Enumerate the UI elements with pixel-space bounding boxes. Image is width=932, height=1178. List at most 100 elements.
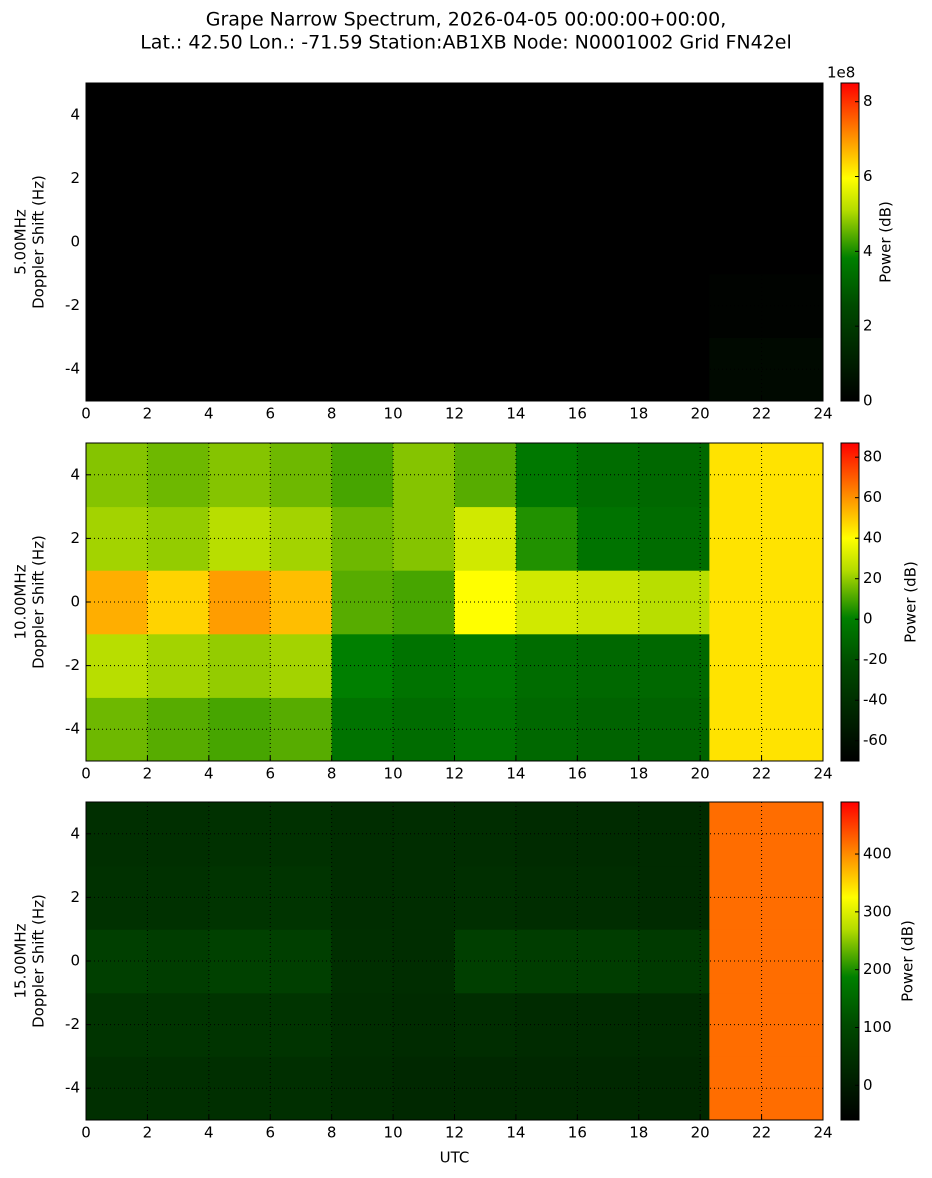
heat-cell	[270, 865, 333, 930]
y-tick-label: -2	[65, 296, 80, 314]
title-line: Grape Narrow Spectrum, 2026-04-05 00:00:…	[206, 9, 727, 31]
x-tick-label: 20	[691, 1124, 710, 1142]
x-tick-label: 6	[265, 405, 275, 423]
heat-cell	[393, 865, 455, 930]
y-tick-label: 0	[70, 593, 80, 611]
heat-cell	[208, 929, 271, 994]
heat-cell	[454, 443, 517, 508]
y-tick-label: 4	[70, 105, 80, 123]
colorbar-tick-label: 4	[863, 242, 873, 260]
heat-cell	[454, 992, 517, 1057]
y-axis-label: 5.00MHz	[12, 209, 30, 275]
x-tick-label: 4	[204, 405, 214, 423]
x-tick-label: 14	[506, 1124, 525, 1142]
y-tick-label: 4	[70, 824, 80, 842]
heat-cell	[208, 210, 271, 275]
heat-cell	[393, 633, 455, 698]
heat-cell	[86, 146, 148, 211]
heat-cell	[393, 337, 455, 402]
colorbar	[840, 801, 860, 1121]
y-tick-label: 4	[70, 465, 80, 483]
heat-cell	[270, 210, 333, 275]
colorbar-tick-label: 60	[863, 488, 882, 506]
heat-cell	[577, 146, 640, 211]
heat-cell	[208, 1056, 271, 1121]
plot-frame	[85, 442, 824, 762]
x-tick-label: 20	[691, 405, 710, 423]
x-tick-label: 6	[265, 765, 275, 783]
x-tick-label: 24	[813, 405, 832, 423]
colorbar-tick-label: 0	[863, 610, 873, 628]
heat-cell	[86, 443, 148, 508]
heat-cell	[270, 443, 333, 508]
heat-cell	[577, 506, 640, 571]
title-line: Lat.: 42.50 Lon.: -71.59 Station:AB1XB N…	[140, 32, 792, 54]
colorbar-tick-label: 0	[863, 392, 873, 410]
x-tick-label: 4	[204, 1124, 214, 1142]
heat-cell	[86, 83, 148, 148]
heat-cell	[270, 992, 333, 1057]
heat-cell	[208, 802, 271, 867]
heat-cell	[208, 697, 271, 762]
x-tick-label: 4	[204, 765, 214, 783]
x-tick-label: 10	[384, 405, 403, 423]
heat-cell	[393, 697, 455, 762]
x-tick-label: 14	[506, 405, 525, 423]
x-tick-label: 24	[813, 1124, 832, 1142]
heat-cell	[86, 929, 148, 994]
heat-cell	[577, 697, 640, 762]
colorbar-tick-label: 6	[863, 167, 873, 185]
x-tick-label: 22	[752, 765, 771, 783]
heat-cell	[270, 929, 333, 994]
heat-cell	[208, 992, 271, 1057]
colorbar-label: Power (dB)	[899, 920, 917, 1002]
heat-cell	[86, 697, 148, 762]
x-tick-label: 10	[384, 1124, 403, 1142]
x-tick-label: 24	[813, 765, 832, 783]
colorbar-tick-label: 200	[863, 960, 892, 978]
plot-frame	[85, 82, 824, 402]
colorbar	[840, 82, 860, 402]
x-tick-label: 18	[629, 405, 648, 423]
x-axis-label: UTC	[440, 1149, 470, 1167]
heat-cell	[86, 337, 148, 402]
heat-cell	[270, 146, 333, 211]
colorbar-tick-label: 40	[863, 529, 882, 547]
heat-cell	[86, 865, 148, 930]
heat-cell	[86, 273, 148, 338]
heat-cell	[454, 210, 517, 275]
heat-cell	[454, 802, 517, 867]
x-tick-label: 14	[506, 765, 525, 783]
x-tick-label: 22	[752, 405, 771, 423]
heat-cell	[454, 506, 517, 571]
heat-cell	[393, 506, 455, 571]
colorbar-tick-label: -60	[863, 731, 888, 749]
x-tick-label: 0	[81, 405, 91, 423]
heat-cell	[86, 210, 148, 275]
heat-cell	[577, 633, 640, 698]
heat-cell	[208, 83, 271, 148]
heat-cell	[577, 865, 640, 930]
y-tick-label: -2	[65, 1015, 80, 1033]
x-tick-label: 12	[445, 765, 464, 783]
heat-cell	[270, 337, 333, 402]
heat-cell	[208, 506, 271, 571]
heat-cell	[208, 865, 271, 930]
heat-cell	[270, 506, 333, 571]
y-tick-label: 2	[70, 888, 80, 906]
heat-cell	[86, 633, 148, 698]
heat-cell	[270, 633, 333, 698]
heat-cell	[393, 210, 455, 275]
y-axis-label: Doppler Shift (Hz)	[30, 894, 48, 1028]
heat-cell	[208, 633, 271, 698]
y-axis-label: 10.00MHz	[12, 564, 30, 639]
x-tick-label: 18	[629, 765, 648, 783]
heat-cell	[393, 570, 455, 635]
x-tick-label: 6	[265, 1124, 275, 1142]
heat-cell	[270, 697, 333, 762]
heat-cell	[270, 1056, 333, 1121]
heat-cell	[454, 697, 517, 762]
colorbar-tick-label: 100	[863, 1018, 892, 1036]
heat-cell	[454, 865, 517, 930]
